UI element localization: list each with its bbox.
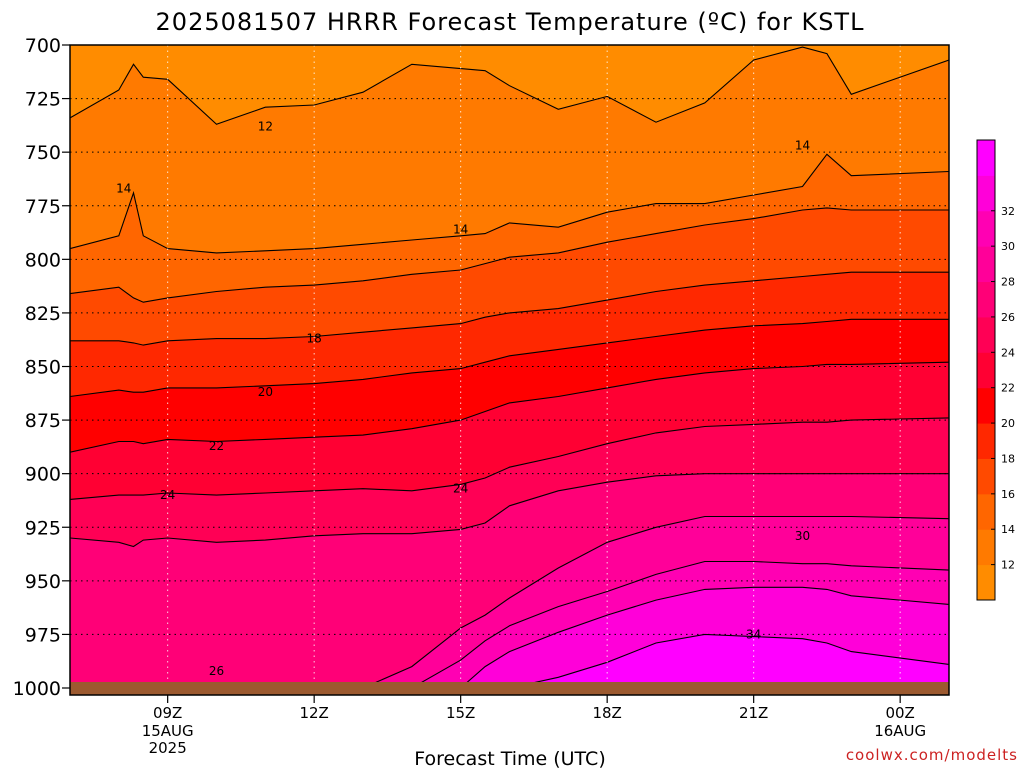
y-tick-label: 1000 — [13, 678, 61, 700]
y-tick-label: 925 — [25, 517, 61, 539]
colorbar-swatch — [977, 140, 995, 176]
colorbar-legend: 12 14 16 18 20 22 24 26 28 30 32 — [976, 139, 1015, 601]
colorbar-swatch — [977, 352, 995, 389]
contour-label-18: 18 — [307, 332, 322, 346]
x-tick-sublabel: 16AUG — [874, 722, 926, 740]
y-tick-label: 975 — [25, 624, 61, 646]
y-tick-label: 825 — [25, 303, 61, 325]
colorbar-tick-label: 16 — [1001, 488, 1015, 501]
x-tick-label: 12Z — [299, 704, 328, 722]
isotherm-12 — [70, 46, 949, 125]
isotherm-20 — [70, 318, 949, 398]
contour-label-30: 30 — [795, 529, 810, 543]
isotherm-24 — [70, 417, 949, 500]
isotherm-22 — [70, 361, 949, 453]
colorbar-tick-label: 28 — [1001, 276, 1015, 289]
chart-title: 2025081507 HRRR Forecast Temperature (ºC… — [156, 8, 865, 36]
contour-label-14: 14 — [116, 182, 131, 196]
contour-labels: 12 14 14 14 18 20 22 24 24 26 30 34 — [116, 119, 810, 677]
colorbar-swatch — [977, 246, 995, 283]
colorbar-tick-label: 14 — [1001, 523, 1015, 536]
grid-lines — [70, 45, 949, 682]
colorbar-swatch — [977, 529, 995, 566]
y-tick-label: 750 — [25, 142, 61, 164]
colorbar-swatch — [977, 281, 995, 318]
credit-text: coolwx.com/modelts — [846, 746, 1018, 764]
ground-bar — [70, 682, 949, 695]
colorbar-swatch — [977, 316, 995, 353]
colorbar-tick-label: 30 — [1001, 240, 1015, 253]
colorbar-tick-label: 20 — [1001, 417, 1015, 430]
colorbar-swatch — [977, 493, 995, 530]
isotherm-18 — [70, 271, 949, 346]
contour-label-14: 14 — [453, 222, 468, 236]
colorbar-tick-label: 26 — [1001, 311, 1015, 324]
y-tick-label: 875 — [25, 410, 61, 432]
contour-label-22: 22 — [209, 439, 224, 453]
colorbar-swatch — [977, 210, 995, 247]
y-tick-label: 850 — [25, 357, 61, 379]
colorbar-frame — [976, 139, 996, 601]
x-tick-sublabel: 15AUG — [142, 722, 194, 740]
isotherm-14 — [70, 153, 949, 254]
x-axis-label: Forecast Time (UTC) — [414, 748, 605, 768]
contour-label-26: 26 — [209, 664, 224, 678]
x-tick-label: 00Z — [885, 704, 914, 722]
isotherm-16 — [70, 207, 949, 303]
contour-label-34: 34 — [746, 627, 761, 641]
colorbar-swatch — [977, 387, 995, 424]
contour-label-24: 24 — [453, 482, 468, 496]
contour-label-14: 14 — [795, 139, 810, 153]
colorbar-tick-label: 12 — [1001, 559, 1015, 572]
colorbar-tick-label: 22 — [1001, 382, 1015, 395]
x-tick-sublabel: 2025 — [149, 739, 187, 757]
x-tick-label: 21Z — [739, 704, 768, 722]
x-tick-label: 18Z — [592, 704, 621, 722]
colorbar-swatch — [977, 423, 995, 459]
colorbar-tick-label: 32 — [1001, 205, 1015, 218]
contour-label-20: 20 — [258, 385, 273, 399]
y-tick-label: 900 — [25, 464, 61, 486]
y-axis: 700 725 750 775 800 825 850 875 900 925 950 975 1000 — [13, 35, 70, 700]
contour-label-24: 24 — [160, 488, 175, 502]
contour-label-12: 12 — [258, 119, 273, 133]
ground-surface — [70, 682, 949, 695]
colorbar-tick-label: 24 — [1001, 346, 1015, 359]
colorbar-swatch — [977, 564, 995, 601]
y-tick-label: 950 — [25, 571, 61, 593]
y-tick-label: 800 — [25, 249, 61, 271]
plot-frame — [69, 44, 950, 696]
band-above-34 — [70, 634, 949, 695]
colorbar-tick-label: 18 — [1001, 452, 1015, 465]
x-tick-label: 09Z — [153, 704, 182, 722]
isotherm-26 — [70, 473, 949, 548]
colorbar-swatch — [977, 175, 995, 212]
colorbar-swatch — [977, 458, 995, 495]
plot-area — [70, 45, 949, 695]
y-tick-label: 775 — [25, 196, 61, 218]
y-tick-label: 700 — [25, 35, 61, 57]
x-tick-label: 15Z — [446, 704, 475, 722]
y-tick-label: 725 — [25, 89, 61, 111]
